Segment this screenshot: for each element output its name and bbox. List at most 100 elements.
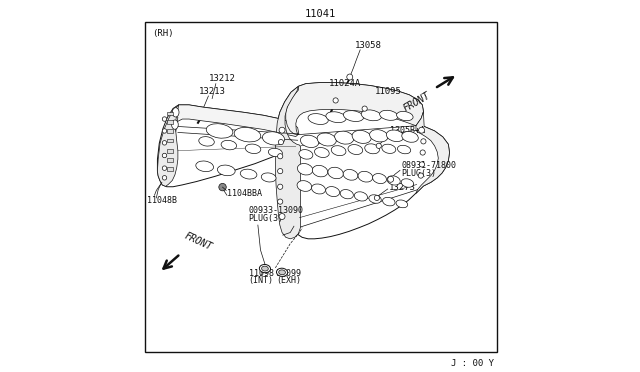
Ellipse shape <box>361 110 381 121</box>
Bar <box>167 120 173 124</box>
Ellipse shape <box>397 145 411 154</box>
Circle shape <box>163 153 167 158</box>
Ellipse shape <box>335 131 354 144</box>
Ellipse shape <box>344 110 364 122</box>
Ellipse shape <box>365 144 380 154</box>
Polygon shape <box>173 105 299 137</box>
Text: 11095: 11095 <box>375 87 402 96</box>
Text: 11041: 11041 <box>305 9 335 19</box>
Ellipse shape <box>240 169 257 179</box>
Bar <box>167 139 173 142</box>
Ellipse shape <box>369 130 388 142</box>
Text: 11024A: 11024A <box>330 79 362 88</box>
Ellipse shape <box>326 112 346 123</box>
Ellipse shape <box>268 148 282 157</box>
Ellipse shape <box>355 192 367 201</box>
Ellipse shape <box>358 171 372 182</box>
Text: 1104BBA: 1104BBA <box>227 189 262 198</box>
Bar <box>167 129 173 133</box>
Bar <box>167 149 173 153</box>
Ellipse shape <box>328 167 343 179</box>
Ellipse shape <box>340 190 353 199</box>
Ellipse shape <box>396 200 408 208</box>
Text: 00933-13090: 00933-13090 <box>248 206 303 215</box>
Ellipse shape <box>380 110 398 121</box>
Polygon shape <box>157 105 179 186</box>
Text: 08931-71800: 08931-71800 <box>401 161 456 170</box>
Text: PLUG(3): PLUG(3) <box>248 214 284 222</box>
Ellipse shape <box>332 146 346 155</box>
Polygon shape <box>275 86 301 239</box>
Ellipse shape <box>348 145 363 154</box>
Ellipse shape <box>221 140 237 150</box>
Text: J : 00 Y: J : 00 Y <box>451 359 494 368</box>
Ellipse shape <box>262 132 285 145</box>
Ellipse shape <box>326 187 340 196</box>
Text: 13273: 13273 <box>389 183 416 192</box>
Ellipse shape <box>387 176 400 185</box>
Ellipse shape <box>343 170 358 180</box>
Text: 13213: 13213 <box>199 87 226 96</box>
Polygon shape <box>286 83 424 135</box>
Ellipse shape <box>401 179 413 187</box>
Ellipse shape <box>387 130 404 141</box>
Circle shape <box>333 98 338 103</box>
Bar <box>167 112 173 115</box>
Ellipse shape <box>372 174 387 183</box>
Circle shape <box>420 150 425 155</box>
Bar <box>167 167 173 171</box>
Bar <box>145 22 497 352</box>
Ellipse shape <box>245 144 261 154</box>
Text: FRONT: FRONT <box>401 91 431 114</box>
Circle shape <box>163 129 167 133</box>
Ellipse shape <box>300 135 319 147</box>
Text: (EXH): (EXH) <box>276 276 301 285</box>
Ellipse shape <box>397 112 413 121</box>
Ellipse shape <box>383 198 395 206</box>
Circle shape <box>418 173 424 178</box>
Ellipse shape <box>172 108 179 117</box>
Circle shape <box>347 74 353 80</box>
Text: 11098: 11098 <box>248 269 273 278</box>
Circle shape <box>163 176 167 180</box>
Ellipse shape <box>312 166 328 177</box>
Text: 11099: 11099 <box>276 269 301 278</box>
Circle shape <box>219 183 227 191</box>
Circle shape <box>278 154 283 159</box>
Text: 13058: 13058 <box>355 41 382 49</box>
Text: (RH): (RH) <box>152 29 173 38</box>
Circle shape <box>421 139 426 144</box>
Ellipse shape <box>382 144 396 153</box>
Ellipse shape <box>352 131 371 143</box>
Ellipse shape <box>298 164 313 175</box>
Polygon shape <box>277 83 449 239</box>
Polygon shape <box>416 112 449 193</box>
Text: 11048B: 11048B <box>147 196 177 205</box>
Circle shape <box>278 184 283 189</box>
Circle shape <box>163 141 167 145</box>
Circle shape <box>278 140 284 145</box>
Circle shape <box>388 176 394 182</box>
Circle shape <box>419 162 424 167</box>
Ellipse shape <box>276 268 287 276</box>
Text: 1305B+A: 1305B+A <box>390 126 425 135</box>
Ellipse shape <box>261 173 276 182</box>
Ellipse shape <box>317 133 336 146</box>
Ellipse shape <box>172 120 179 129</box>
Ellipse shape <box>402 132 419 142</box>
Circle shape <box>163 117 167 121</box>
Ellipse shape <box>196 161 214 171</box>
Bar <box>167 158 173 162</box>
Circle shape <box>278 169 283 174</box>
Polygon shape <box>157 105 299 187</box>
Ellipse shape <box>369 195 381 203</box>
Ellipse shape <box>199 137 214 146</box>
Circle shape <box>374 195 380 201</box>
Circle shape <box>163 166 167 170</box>
Ellipse shape <box>312 184 326 194</box>
Circle shape <box>419 127 424 133</box>
Ellipse shape <box>278 270 285 275</box>
Circle shape <box>376 143 381 148</box>
Circle shape <box>279 127 285 133</box>
Ellipse shape <box>299 150 313 159</box>
